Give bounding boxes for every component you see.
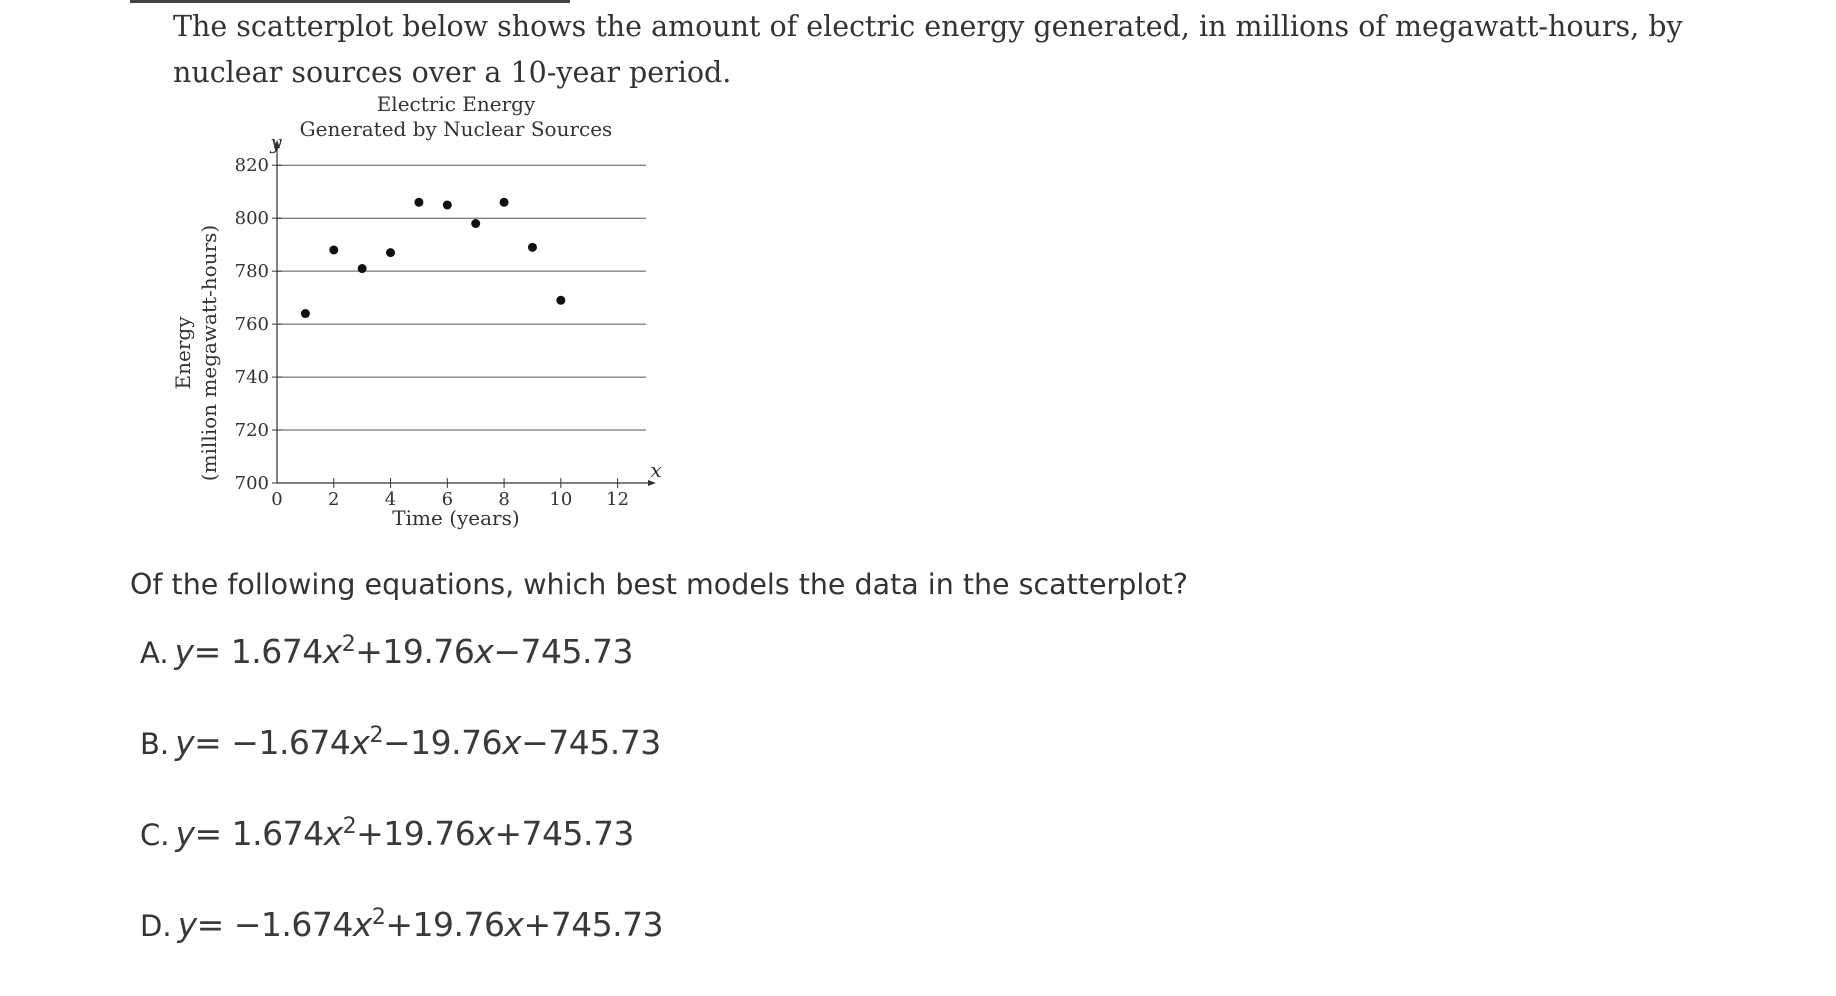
x-axis-arrow <box>648 480 656 486</box>
y-axis-label-line1: Energy <box>171 316 195 390</box>
y-axis-variable: y <box>269 130 282 154</box>
x-tick-label-8: 8 <box>498 489 509 510</box>
option-letter: B. <box>140 727 170 761</box>
data-point-5 <box>414 197 424 207</box>
x-ticks: 0 2 4 6 8 10 12 <box>271 478 629 510</box>
option-letter: D. <box>140 909 172 943</box>
data-point-3 <box>357 264 367 274</box>
x-tick-label-2: 2 <box>328 489 339 510</box>
data-point-6 <box>442 200 452 210</box>
y-tick-label-800: 800 <box>235 208 269 229</box>
data-point-9 <box>527 242 537 252</box>
option-a[interactable]: A. y= 1.674x2+19.76x−745.73 <box>140 632 663 723</box>
option-equation: y= −1.674x2+19.76x+745.73 <box>177 905 664 944</box>
y-tick-label-760: 760 <box>235 314 269 335</box>
data-point-10 <box>556 295 566 305</box>
x-axis-label: Time (years) <box>392 506 519 530</box>
x-tick-label-12: 12 <box>606 489 629 510</box>
chart-subtitle: Generated by Nuclear Sources <box>300 117 613 141</box>
data-point-7 <box>471 218 481 228</box>
top-divider <box>130 0 570 3</box>
y-tick-label-720: 720 <box>235 420 269 441</box>
y-tick-label-780: 780 <box>235 261 269 282</box>
axes <box>274 140 656 486</box>
y-ticks: 700 720 740 760 780 800 820 <box>235 155 282 494</box>
data-point-8 <box>499 197 509 207</box>
data-point-4 <box>386 248 396 258</box>
scatterplot-chart: Electric Energy Generated by Nuclear Sou… <box>171 92 662 530</box>
x-tick-label-4: 4 <box>385 489 396 510</box>
option-b[interactable]: B. y= −1.674x2−19.76x−745.73 <box>140 723 663 814</box>
option-letter: A. <box>140 636 169 670</box>
y-axis-arrow <box>274 140 280 148</box>
option-d[interactable]: D. y= −1.674x2+19.76x+745.73 <box>140 905 664 996</box>
y-tick-label-820: 820 <box>235 155 269 176</box>
option-equation: y= −1.674x2−19.76x−745.73 <box>175 723 661 762</box>
chart-title: Electric Energy <box>377 92 536 116</box>
x-tick-label-0: 0 <box>271 489 282 510</box>
x-tick-label-10: 10 <box>549 489 572 510</box>
y-tick-label-740: 740 <box>235 367 269 388</box>
data-point-1 <box>300 309 310 319</box>
option-c[interactable]: C. y= 1.674x2+19.76x+745.73 <box>140 814 663 905</box>
x-tick-label-6: 6 <box>442 489 453 510</box>
option-equation: y= 1.674x2+19.76x+745.73 <box>175 814 634 853</box>
gridlines <box>277 164 646 431</box>
answer-options: A. y= 1.674x2+19.76x−745.73 B. y= −1.674… <box>140 632 664 996</box>
data-point-2 <box>329 245 339 255</box>
data-points <box>300 197 566 319</box>
option-equation: y= 1.674x2+19.76x−745.73 <box>174 632 634 671</box>
intro-text: The scatterplot below shows the amount o… <box>173 10 1683 89</box>
scatterplot-figure: Electric Energy Generated by Nuclear Sou… <box>160 85 720 555</box>
question-text: Of the following equations, which best m… <box>130 568 1188 601</box>
y-axis-label-line2: (million megawatt-hours) <box>197 225 221 481</box>
option-letter: C. <box>140 818 170 852</box>
x-axis-variable: x <box>650 458 661 482</box>
y-tick-label-700: 700 <box>235 473 269 494</box>
